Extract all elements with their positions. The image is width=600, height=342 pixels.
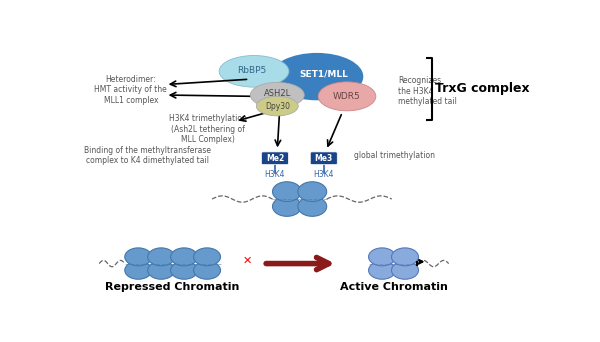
Text: Recognizes
the H3K4
methylated tail: Recognizes the H3K4 methylated tail (398, 76, 457, 106)
Ellipse shape (148, 261, 175, 279)
Text: RbBP5: RbBP5 (237, 66, 266, 75)
Text: Dpy30: Dpy30 (265, 102, 290, 110)
Text: WDR5: WDR5 (333, 92, 361, 101)
Ellipse shape (125, 261, 152, 279)
Text: H3K4: H3K4 (265, 170, 285, 179)
Ellipse shape (318, 82, 376, 111)
Ellipse shape (256, 96, 298, 116)
Text: global trimethylation: global trimethylation (354, 151, 435, 160)
Ellipse shape (148, 248, 175, 266)
Ellipse shape (271, 53, 364, 100)
Ellipse shape (392, 261, 418, 279)
Ellipse shape (298, 182, 326, 201)
Text: Me2: Me2 (266, 154, 284, 163)
Text: SET1/MLL: SET1/MLL (299, 69, 348, 78)
Ellipse shape (170, 261, 197, 279)
Ellipse shape (392, 248, 418, 266)
Ellipse shape (298, 197, 326, 216)
Ellipse shape (272, 197, 301, 216)
Ellipse shape (219, 55, 289, 87)
FancyBboxPatch shape (310, 152, 337, 165)
Ellipse shape (272, 182, 301, 201)
Ellipse shape (194, 261, 221, 279)
Text: Binding of the methyltransferase
complex to K4 dimethylated tail: Binding of the methyltransferase complex… (83, 146, 211, 165)
Ellipse shape (250, 82, 304, 108)
Text: Me3: Me3 (314, 154, 333, 163)
FancyBboxPatch shape (262, 152, 289, 165)
Ellipse shape (368, 261, 395, 279)
Ellipse shape (170, 248, 197, 266)
Ellipse shape (194, 248, 221, 266)
Text: Heterodimer:
HMT activity of the
MLL1 complex: Heterodimer: HMT activity of the MLL1 co… (94, 75, 167, 105)
Text: TrxG complex: TrxG complex (436, 82, 530, 95)
Text: H3K4: H3K4 (314, 170, 334, 179)
Text: H3K4 trimethylation
(Ash2L tethering of
MLL Complex): H3K4 trimethylation (Ash2L tethering of … (169, 114, 247, 144)
Ellipse shape (368, 248, 395, 266)
Text: ✕: ✕ (242, 256, 252, 266)
Ellipse shape (125, 248, 152, 266)
Text: Active Chromatin: Active Chromatin (340, 282, 448, 292)
Text: ASH2L: ASH2L (263, 89, 291, 98)
Text: Repressed Chromatin: Repressed Chromatin (106, 282, 240, 292)
